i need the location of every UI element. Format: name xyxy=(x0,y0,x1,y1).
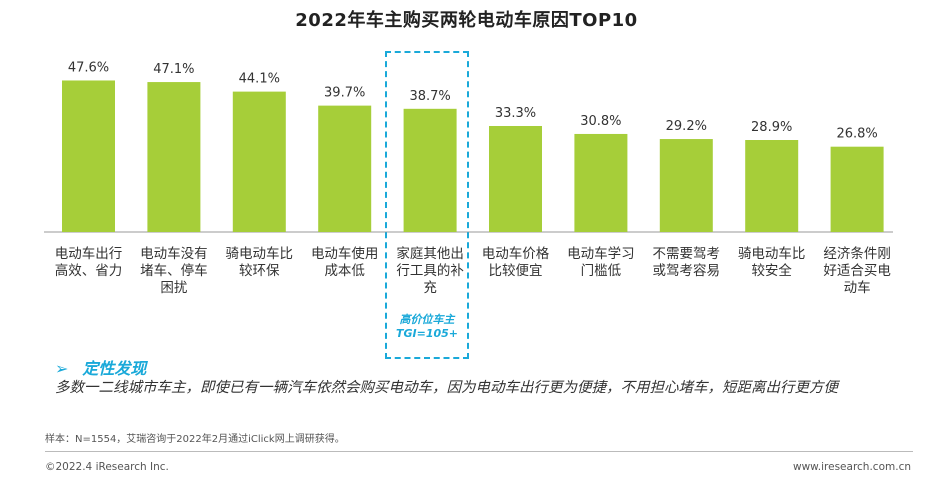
bar xyxy=(830,146,884,232)
category-label: 经济条件刚好适合买电动车 xyxy=(823,246,891,296)
category-label: 电动车学习门槛低 xyxy=(567,246,635,279)
finding-heading: ➢ 定性发现 xyxy=(55,355,146,379)
category-label: 电动车使用成本低 xyxy=(310,246,379,279)
footer-copyright: ©2022.4 iResearch Inc. xyxy=(45,461,169,473)
category-label: 骑电动车比较环保 xyxy=(225,246,294,279)
bar xyxy=(489,125,542,232)
category-label: 电动车没有堵车、停车困扰 xyxy=(140,246,208,296)
value-label: 28.9% xyxy=(751,120,792,135)
value-label: 39.7% xyxy=(324,86,365,101)
finding-text: 多数一二线城市车主，即使已有一辆汽车依然会购买电动车，因为电动车出行更为便捷，不… xyxy=(55,380,838,396)
bar xyxy=(232,91,286,233)
bar xyxy=(659,139,713,232)
category-label: 家庭其他出行工具的补充 xyxy=(396,246,464,296)
category-label: 电动车价格比较便宜 xyxy=(481,246,550,279)
footer-website: www.iresearch.com.cn xyxy=(792,461,911,473)
value-label: 47.1% xyxy=(153,62,194,77)
category-label: 骑电动车比较安全 xyxy=(737,246,806,279)
bar xyxy=(318,105,372,232)
bar xyxy=(147,82,201,232)
sample-note: 样本：N=1554，艾瑞咨询于2022年2月通过iClick网上调研获得。 xyxy=(45,434,345,445)
value-label: 26.8% xyxy=(836,127,877,142)
value-label: 47.6% xyxy=(68,60,109,75)
value-label: 29.2% xyxy=(666,119,707,134)
highlight-annotation: 高价位车主 TGI=105+ xyxy=(395,313,459,340)
category-label: 电动车出行高效、省力 xyxy=(54,246,123,279)
finding-title: 定性发现 xyxy=(82,359,147,378)
value-label: 30.8% xyxy=(580,114,621,129)
bar xyxy=(403,108,457,232)
category-label: 不需要驾考或驾考容易 xyxy=(652,246,721,279)
value-label: 38.7% xyxy=(409,89,450,104)
footer-divider xyxy=(45,451,913,452)
bar xyxy=(745,140,799,232)
value-label: 33.3% xyxy=(495,106,536,121)
chart-title: 2022年车主购买两轮电动车原因TOP10 xyxy=(295,10,638,31)
arrow-icon: ➢ xyxy=(55,359,69,378)
bar xyxy=(62,80,115,233)
value-label: 44.1% xyxy=(239,72,280,87)
bar xyxy=(574,133,628,232)
highlight-box xyxy=(385,51,469,359)
